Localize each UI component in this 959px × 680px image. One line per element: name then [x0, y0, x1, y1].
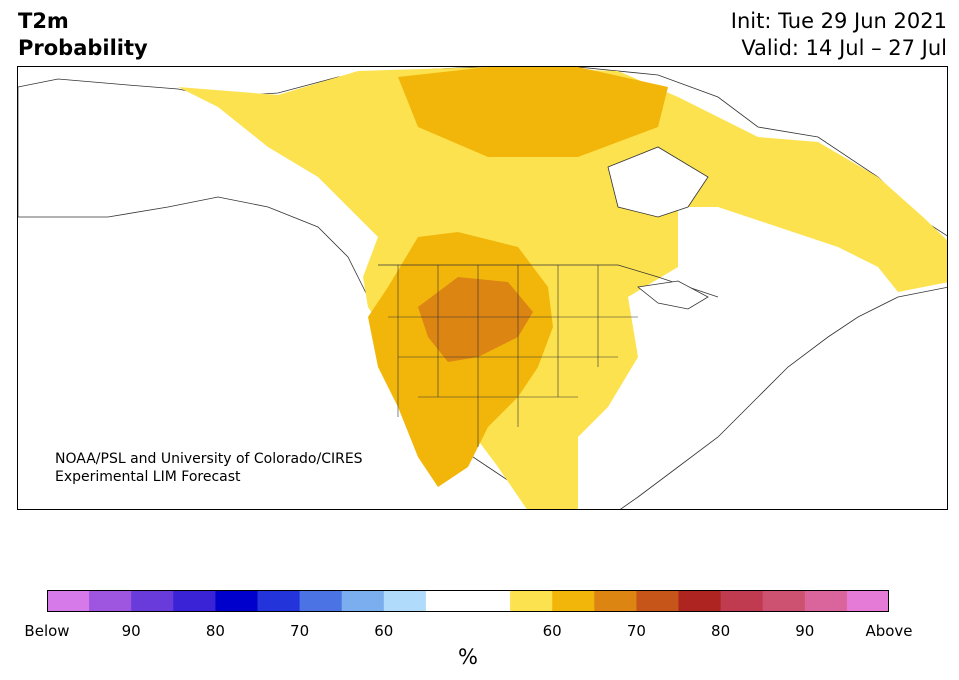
credit-line-2: Experimental LIM Forecast	[55, 469, 241, 485]
colorbar-tick-label: 90	[121, 622, 141, 640]
colorbar-swatch	[720, 590, 764, 612]
colorbar-swatch	[678, 590, 722, 612]
colorbar-swatch	[257, 590, 301, 612]
init-date: Init: Tue 29 Jun 2021	[730, 9, 947, 33]
colorbar-tick-label: Below	[24, 622, 70, 640]
valid-range: Valid: 14 Jul – 27 Jul	[741, 36, 947, 60]
colorbar-swatch	[552, 590, 595, 612]
colorbar-swatch	[341, 590, 385, 612]
prob-above-60-region	[398, 67, 668, 157]
colorbar-border	[47, 590, 889, 612]
prob-above-55-region	[178, 67, 947, 509]
colorbar-swatch	[804, 590, 848, 612]
title-variable: T2m	[18, 9, 69, 33]
forecast-map	[17, 66, 948, 510]
title-metric: Probability	[18, 36, 148, 60]
hudson-bay	[607, 146, 709, 218]
prob-above-70-region	[418, 277, 533, 362]
colorbar-tick-label: 60	[542, 622, 562, 640]
colorbar-swatch	[510, 590, 553, 612]
colorbar-swatch	[762, 590, 806, 612]
colorbar-swatch	[425, 590, 469, 612]
colorbar-tick-label: 80	[711, 622, 731, 640]
colorbar-tick-label: 80	[205, 622, 225, 640]
forecast-dates: Init: Tue 29 Jun 2021 Valid: 14 Jul – 27…	[731, 8, 947, 62]
chart-title: T2m Probability	[18, 8, 148, 62]
colorbar-unit-label: %	[458, 645, 478, 669]
colorbar-tick-label: 70	[290, 622, 310, 640]
colorbar-tick-label: 70	[626, 622, 646, 640]
colorbar-swatch	[89, 590, 132, 612]
colorbar-swatch	[299, 590, 343, 612]
colorbar-tick-label: Above	[865, 622, 913, 640]
colorbar-swatch	[173, 590, 216, 612]
colorbar-swatch	[468, 590, 511, 612]
map-canvas	[18, 67, 947, 509]
colorbar-swatch	[215, 590, 258, 612]
state-lines	[388, 265, 638, 447]
colorbar-swatch	[594, 590, 637, 612]
colorbar-swatch	[636, 590, 679, 612]
colorbar-swatch	[846, 590, 889, 612]
colorbar-swatch	[131, 590, 174, 612]
colorbar-swatch	[47, 590, 90, 612]
credit-text: NOAA/PSL and University of Colorado/CIRE…	[55, 450, 363, 486]
colorbar-tick-label: 90	[795, 622, 815, 640]
colorbar-swatch	[383, 590, 427, 612]
colorbar	[47, 590, 889, 612]
credit-line-1: NOAA/PSL and University of Colorado/CIRE…	[55, 451, 363, 467]
colorbar-tick-label: 60	[374, 622, 394, 640]
great-lakes	[637, 280, 709, 310]
